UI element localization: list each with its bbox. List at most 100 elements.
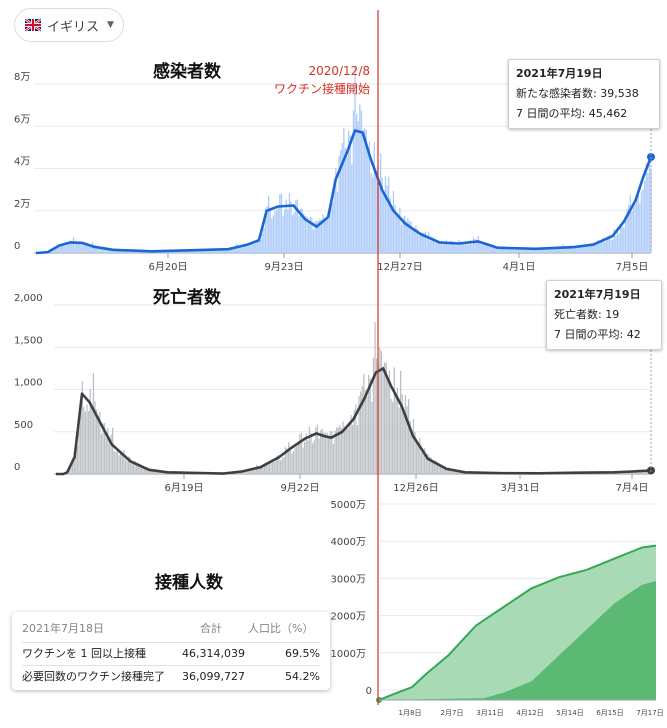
data-bar <box>115 452 117 474</box>
data-bar <box>401 394 403 474</box>
data-bar <box>536 248 539 253</box>
data-bar <box>644 180 646 253</box>
data-bar <box>145 467 147 474</box>
data-bar <box>353 410 355 474</box>
data-bar <box>245 245 247 253</box>
x-tick-label: 7月4日 <box>616 482 649 494</box>
data-bar <box>493 245 495 253</box>
data-bar <box>120 250 123 253</box>
data-bar <box>419 437 421 474</box>
data-bar <box>332 443 335 474</box>
data-bar <box>503 246 505 253</box>
data-bar <box>395 394 397 474</box>
data-bar <box>268 462 271 474</box>
data-bar <box>430 457 432 474</box>
data-bar <box>317 220 319 253</box>
data-bar <box>220 248 222 253</box>
data-bar <box>96 409 98 474</box>
data-bar <box>327 219 329 253</box>
data-bar <box>450 240 452 253</box>
data-bar <box>424 231 427 253</box>
data-bar <box>538 248 540 253</box>
data-bar <box>575 247 577 253</box>
data-bar <box>83 407 85 474</box>
data-bar <box>322 214 324 253</box>
data-bar <box>350 415 352 474</box>
data-bar <box>232 248 235 253</box>
data-bar <box>508 248 510 253</box>
data-bar <box>139 463 141 474</box>
data-bar <box>76 241 78 253</box>
data-bar <box>292 451 295 474</box>
data-bar <box>284 209 286 253</box>
data-bar <box>309 217 311 253</box>
data-bar <box>215 250 217 253</box>
data-bar <box>392 190 395 253</box>
data-bar <box>150 469 152 474</box>
data-bar <box>567 248 569 253</box>
data-bar <box>360 110 363 253</box>
data-bar <box>348 421 351 474</box>
data-bar <box>112 427 114 474</box>
data-bar <box>328 438 330 474</box>
y-tick-label: 500 <box>14 420 33 431</box>
data-bar <box>108 248 110 253</box>
data-bar <box>471 244 473 253</box>
data-bar <box>594 245 596 253</box>
data-bar <box>296 446 298 474</box>
y-tick-label: 0 <box>366 686 372 697</box>
data-bar <box>468 244 470 253</box>
data-bar <box>269 207 271 253</box>
data-bar <box>281 458 283 474</box>
data-bar <box>260 239 262 253</box>
data-bar <box>303 213 305 253</box>
data-bar <box>252 469 255 474</box>
data-bar <box>249 468 251 474</box>
data-bar <box>124 459 127 474</box>
data-bar <box>344 148 347 253</box>
data-bar <box>394 205 396 253</box>
data-bar <box>102 423 104 474</box>
data-bar <box>352 424 354 474</box>
data-bar <box>624 215 627 253</box>
data-bar <box>492 244 494 253</box>
data-bar <box>72 462 74 474</box>
data-bar <box>335 168 337 253</box>
data-bar <box>279 194 281 253</box>
data-bar <box>640 470 642 474</box>
data-bar <box>365 129 367 253</box>
vaccination-chart: 5000万 4000万 3000万 2000万 1000万 0 1月8日 2月7日 3月11日 4… <box>331 500 664 717</box>
data-bar <box>95 247 97 253</box>
data-bar <box>104 249 107 253</box>
data-bar <box>80 413 82 474</box>
data-bar <box>277 206 279 253</box>
data-bar <box>329 431 331 474</box>
data-bar <box>605 240 607 253</box>
data-bar <box>118 455 120 474</box>
data-bar <box>484 241 486 253</box>
data-bar <box>286 448 288 474</box>
data-bar <box>530 248 532 253</box>
data-bar <box>77 242 79 253</box>
data-bar <box>52 249 54 253</box>
data-bar <box>152 470 154 474</box>
data-bar <box>402 217 404 253</box>
data-bar <box>80 244 83 253</box>
data-bar <box>476 239 478 253</box>
data-bar <box>541 248 543 253</box>
data-bar <box>320 430 322 474</box>
data-bar <box>107 427 109 474</box>
data-bar <box>106 249 108 253</box>
data-bar <box>300 432 303 474</box>
data-bar <box>380 153 382 253</box>
data-bar <box>243 471 245 474</box>
data-bar <box>532 248 534 253</box>
data-bar <box>414 432 416 474</box>
data-bar <box>134 461 136 474</box>
data-bar <box>142 467 144 474</box>
data-bar <box>332 202 334 253</box>
data-bar <box>257 468 259 474</box>
data-bar <box>372 177 374 253</box>
data-bar <box>346 156 348 253</box>
country-selector[interactable]: イギリス ▼ <box>14 8 124 42</box>
